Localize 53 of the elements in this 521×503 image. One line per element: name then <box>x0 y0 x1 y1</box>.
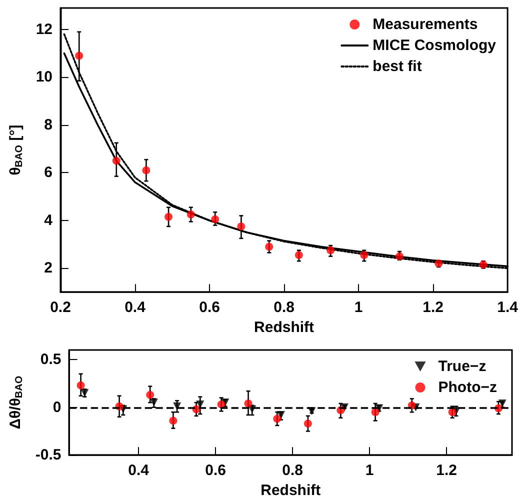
point <box>146 390 154 399</box>
point <box>75 52 84 60</box>
y-tick-label: 6 <box>44 164 52 182</box>
point <box>304 420 312 428</box>
y-axis-title: θBAO [°] <box>7 124 25 176</box>
point <box>186 210 195 219</box>
legend-label: Photo−z <box>438 379 497 396</box>
x-tick-label: 1.2 <box>422 299 444 316</box>
legend-label: best fit <box>372 58 422 75</box>
point <box>211 215 220 224</box>
y-tick-label: 0.5 <box>40 351 62 368</box>
x-tick-label: 0.6 <box>205 462 226 480</box>
x-tick-label: 0.8 <box>282 462 303 480</box>
y-tick-label: 2 <box>44 260 52 277</box>
y-tick-label: 8 <box>44 116 52 134</box>
legend-label: Measurements <box>372 16 478 33</box>
x-tick-label: 0.6 <box>199 299 220 316</box>
point <box>217 400 226 408</box>
y-tick-label: 12 <box>36 20 52 38</box>
x-tick-label: 1.4 <box>497 299 519 316</box>
point <box>112 156 120 165</box>
point <box>294 251 303 260</box>
point <box>326 246 335 254</box>
point <box>273 414 282 423</box>
point <box>408 401 416 410</box>
point <box>76 381 85 390</box>
x-tick-label: 0.4 <box>128 462 150 480</box>
point <box>244 400 252 408</box>
x-axis-title: Redshift <box>254 319 314 336</box>
point <box>360 251 368 260</box>
legend-label: MICE Cosmology <box>372 37 497 54</box>
x-tick-label: 1 <box>354 299 363 316</box>
x-tick-label: 0.2 <box>50 299 71 316</box>
x-tick-label: 0.8 <box>274 299 294 316</box>
point <box>142 166 150 174</box>
x-tick-label: 1 <box>365 462 374 480</box>
point <box>448 408 456 416</box>
legend-label: True−z <box>438 358 486 375</box>
point <box>169 416 178 425</box>
x-tick-label: 1.2 <box>436 462 457 480</box>
point <box>265 242 274 251</box>
point <box>237 222 246 230</box>
y-tick-label: -0.5 <box>35 446 62 464</box>
point <box>196 400 204 408</box>
x-axis-title: Redshift <box>260 482 321 499</box>
y-tick-label: 4 <box>44 212 54 229</box>
point <box>371 408 380 416</box>
y-tick-label: 10 <box>36 68 52 86</box>
x-tick-label: 0.4 <box>124 299 146 316</box>
point <box>164 212 173 221</box>
y-tick-label: 0 <box>52 398 62 416</box>
point <box>173 402 182 410</box>
y-axis-title: Δθ/θBAO <box>7 376 25 430</box>
